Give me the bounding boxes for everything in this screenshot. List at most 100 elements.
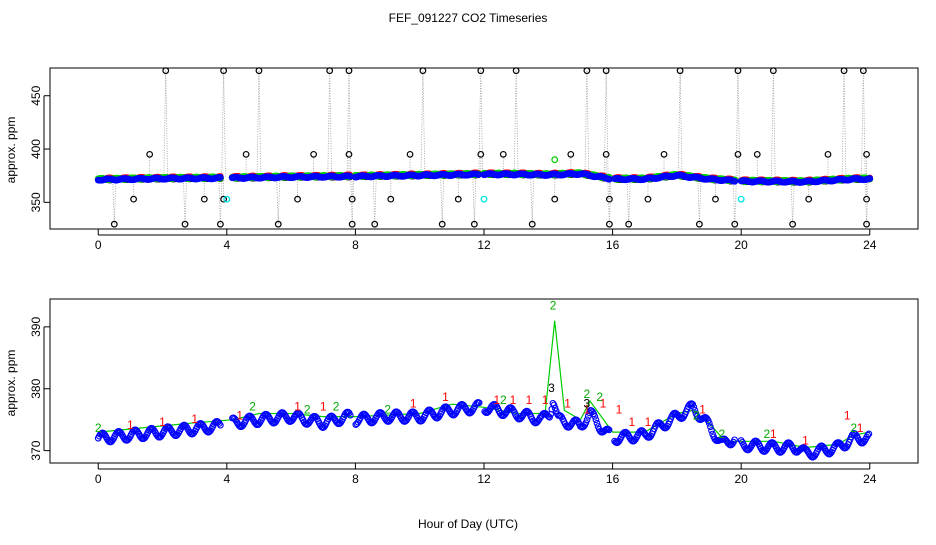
bottom-series-red-label: 1 bbox=[159, 415, 166, 429]
top-spike-mid-point bbox=[345, 150, 353, 158]
top-spike-connector bbox=[628, 178, 631, 225]
top-spike-mid-point bbox=[567, 150, 575, 158]
bottom-series-green-label: 2 bbox=[95, 421, 102, 435]
top-spike-connector bbox=[165, 70, 169, 179]
bottom-series-red-label: 1 bbox=[616, 402, 623, 416]
bottom-point-blue bbox=[605, 426, 613, 434]
top-spike-mid-point bbox=[130, 195, 137, 203]
bottom-series-green-line bbox=[98, 320, 870, 449]
bottom-point-blue bbox=[288, 417, 296, 424]
top-spike-connector bbox=[734, 180, 737, 225]
bottom-y-tick-label: 390 bbox=[29, 317, 43, 337]
top-spike-mid-point bbox=[605, 195, 613, 203]
top-spike-high-point bbox=[769, 67, 777, 75]
bottom-point-blue bbox=[418, 417, 426, 425]
bottom-point-blue bbox=[550, 401, 558, 409]
bottom-series-red-label: 1 bbox=[802, 433, 809, 447]
top-spike-mid-point bbox=[712, 195, 719, 203]
top-spike-mid-point bbox=[551, 195, 559, 203]
top-plot-area bbox=[94, 67, 874, 228]
bottom-point-blue bbox=[443, 404, 451, 411]
figure-title: FEF_091227 CO2 Timeseries bbox=[389, 11, 548, 25]
bottom-series-green-label: 2 bbox=[500, 393, 507, 407]
bottom-point-blue bbox=[475, 399, 483, 407]
top-spike-low-point bbox=[110, 220, 118, 228]
bottom-series-red-label: 1 bbox=[564, 396, 571, 410]
top-spike-connector bbox=[113, 179, 117, 225]
top-spike-connector bbox=[276, 176, 279, 225]
bottom-plot-frame bbox=[49, 298, 919, 464]
top-y-axis-label: approx. ppm bbox=[4, 117, 18, 184]
top-spike-mid-point bbox=[348, 195, 356, 203]
top-spike-connector bbox=[346, 70, 350, 177]
bottom-x-tick-label: 12 bbox=[477, 472, 491, 486]
bottom-point-blue bbox=[708, 427, 715, 434]
top-point-blue bbox=[731, 178, 739, 185]
bottom-series-red-label: 1 bbox=[191, 412, 198, 426]
bottom-x-tick-label: 8 bbox=[352, 472, 359, 486]
top-spike-connector bbox=[861, 70, 864, 179]
top-panel-co2-timeseries: approx. ppm 0 4 8 12 16 20 24 350 400 450 bbox=[4, 67, 919, 252]
top-spike-high-point bbox=[326, 67, 334, 75]
top-spike-low-point bbox=[348, 220, 356, 228]
bottom-point-blue bbox=[546, 413, 553, 421]
top-spike-low-point bbox=[438, 220, 446, 228]
top-spike-mid-point bbox=[602, 150, 610, 158]
top-spike-high-point bbox=[859, 67, 867, 75]
bottom-x-tick-label: 0 bbox=[95, 472, 102, 486]
top-spike-connector bbox=[605, 70, 609, 178]
top-spike-mid-point bbox=[477, 150, 485, 158]
top-spike-connector bbox=[737, 70, 741, 181]
top-spike-low-point bbox=[181, 220, 189, 228]
top-spike-connector bbox=[698, 177, 702, 225]
top-spike-connector bbox=[351, 176, 355, 225]
bottom-series-green-label: 2 bbox=[719, 427, 726, 441]
bottom-point-blue bbox=[231, 415, 239, 423]
bottom-point-blue bbox=[545, 413, 552, 420]
bottom-series-black-label: 3 bbox=[548, 381, 555, 395]
top-spike-high-point bbox=[583, 67, 591, 75]
bottom-series-red-label: 1 bbox=[699, 402, 706, 416]
bottom-series-green-label: 2 bbox=[764, 427, 771, 441]
bottom-series-red-label: 1 bbox=[320, 399, 327, 413]
top-spike-connector bbox=[679, 70, 683, 176]
bottom-point-blue bbox=[501, 411, 508, 419]
bottom-series-red-label: 1 bbox=[645, 415, 652, 429]
bottom-point-blue bbox=[707, 423, 714, 431]
top-spike-mid-point bbox=[146, 150, 154, 158]
bottom-x-tick-label: 4 bbox=[223, 472, 230, 486]
bottom-point-blue bbox=[410, 409, 418, 416]
top-spike-connector bbox=[440, 174, 443, 225]
top-spike-connector bbox=[584, 70, 588, 175]
top-spike-mid-point bbox=[200, 195, 208, 203]
bottom-y-tick-label: 380 bbox=[29, 378, 43, 398]
top-spike-connector bbox=[327, 70, 331, 177]
bottom-point-blue bbox=[864, 431, 872, 439]
top-spike-mid-point bbox=[863, 195, 870, 203]
bottom-y-tick-label: 370 bbox=[29, 440, 43, 460]
top-plot-frame bbox=[49, 67, 919, 230]
bottom-series-red-label: 1 bbox=[542, 393, 549, 407]
top-y-tick-label: 400 bbox=[29, 139, 43, 159]
top-spike-connector bbox=[218, 177, 221, 225]
top-x-tick-label: 4 bbox=[223, 238, 230, 252]
bottom-series-red-label: 1 bbox=[294, 399, 301, 413]
top-point-blue bbox=[217, 174, 224, 181]
top-y-tick-label: 350 bbox=[29, 192, 43, 212]
bottom-point-blue bbox=[865, 430, 873, 438]
bottom-series-red-label: 1 bbox=[236, 409, 243, 423]
top-spike-connector bbox=[183, 178, 186, 225]
top-spike-connector bbox=[277, 176, 281, 225]
top-point-green-spike bbox=[551, 156, 559, 164]
top-spike-connector bbox=[626, 178, 630, 225]
top-spike-connector bbox=[531, 174, 535, 225]
top-spike-low-point bbox=[216, 220, 224, 228]
bottom-x-tick-label: 24 bbox=[863, 472, 877, 486]
top-spike-connector bbox=[163, 70, 167, 179]
bottom-series-green-label: 2 bbox=[596, 390, 603, 404]
top-spike-connector bbox=[790, 181, 794, 225]
bottom-series-red-label: 1 bbox=[526, 393, 533, 407]
